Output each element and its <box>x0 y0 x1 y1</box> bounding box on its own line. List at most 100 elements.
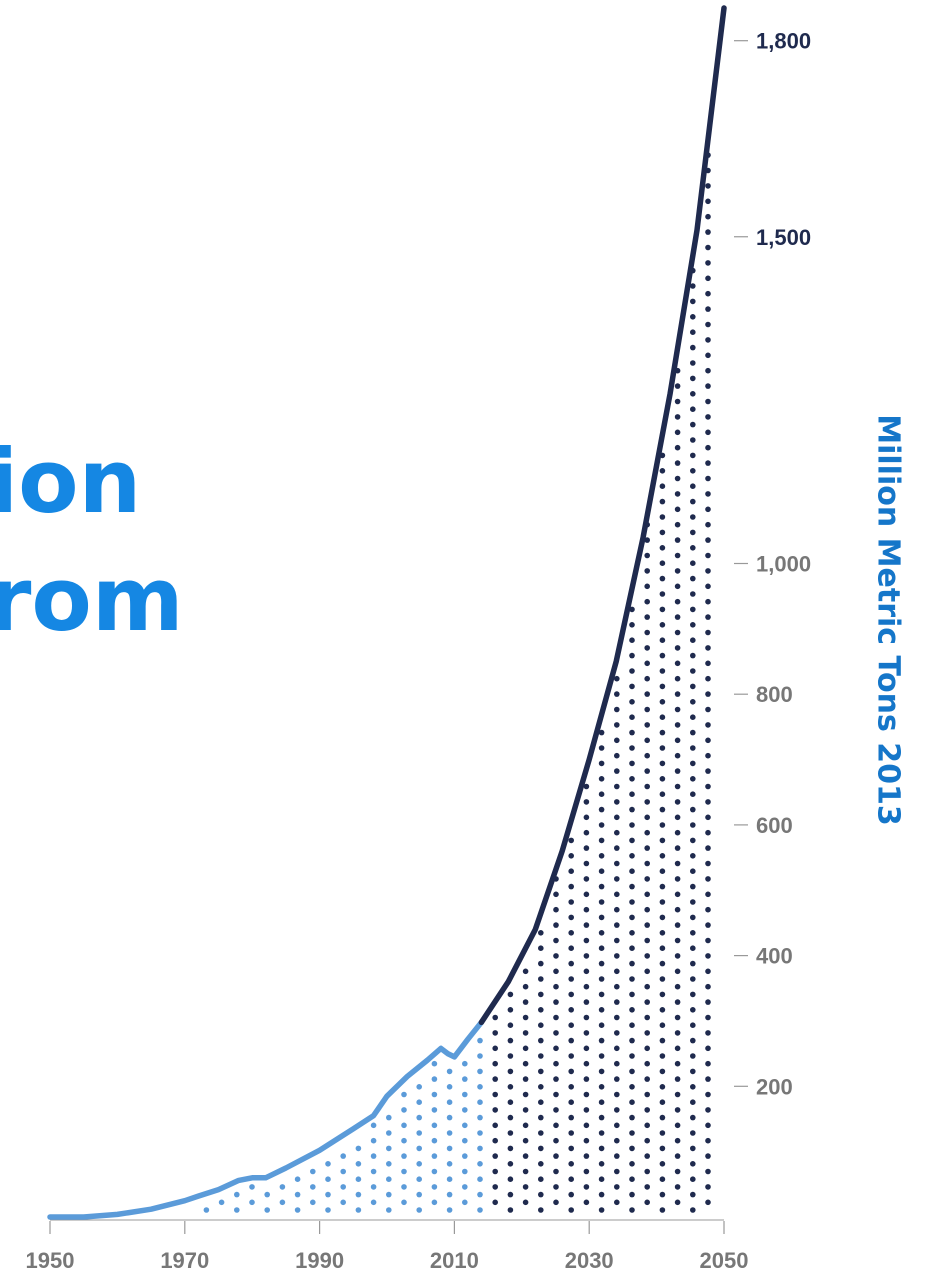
fill-dot <box>674 629 681 636</box>
fill-dot <box>705 429 711 436</box>
fill-dot <box>492 1030 499 1036</box>
fill-dot <box>416 1114 423 1121</box>
fill-dot <box>386 1191 392 1198</box>
fill-dot <box>659 1022 666 1028</box>
fill-dot <box>659 760 666 767</box>
fill-dot <box>583 876 590 882</box>
fill-dot <box>674 1076 681 1082</box>
fill-dot <box>705 244 711 251</box>
fill-dot <box>629 930 635 936</box>
fill-dot <box>568 1068 574 1075</box>
fill-dot <box>614 1153 620 1159</box>
fill-dot <box>659 976 666 982</box>
fill-dot <box>462 1184 468 1190</box>
fill-dot <box>674 906 681 913</box>
fill-dot <box>690 1099 696 1105</box>
fill-dot <box>598 883 605 890</box>
fill-dot <box>477 1176 483 1182</box>
fill-dot <box>234 1207 240 1213</box>
fill-dot <box>705 1060 711 1067</box>
fill-dot <box>690 1068 696 1075</box>
fill-dot <box>690 699 696 705</box>
fill-dot <box>264 1191 271 1198</box>
fill-dot <box>598 837 605 844</box>
fill-dot <box>659 822 666 828</box>
fill-dot <box>553 1091 559 1098</box>
fill-dot <box>690 421 696 428</box>
fill-dot <box>690 976 696 982</box>
fill-dot <box>705 722 711 728</box>
fill-dot <box>705 922 711 928</box>
fill-dot <box>705 1076 711 1082</box>
fill-dot <box>325 1207 331 1213</box>
fill-dot <box>629 899 635 905</box>
fill-dot <box>568 991 574 998</box>
y-tick-label: 1,000 <box>756 552 811 577</box>
fill-dot <box>583 1199 590 1206</box>
fill-dot <box>492 1122 499 1129</box>
fill-dot <box>674 1137 681 1144</box>
fill-dot <box>644 537 650 543</box>
fill-dot <box>568 976 574 982</box>
historical-series-line <box>47 1019 485 1220</box>
fill-dot <box>477 1099 483 1105</box>
fill-dot <box>690 837 696 844</box>
fill-dot <box>477 1191 483 1198</box>
fill-dot <box>629 837 635 844</box>
fill-dot <box>598 976 605 982</box>
fill-dot <box>614 1107 620 1113</box>
fill-dot <box>598 1084 605 1090</box>
fill-dot <box>705 829 711 836</box>
fill-dot <box>401 1091 407 1098</box>
fill-dot <box>386 1176 392 1182</box>
fill-dot <box>553 999 559 1005</box>
fill-dot <box>690 1053 696 1059</box>
fill-dot <box>629 1053 635 1059</box>
fill-dot <box>538 1161 544 1167</box>
fill-dot <box>553 891 559 898</box>
fill-dot <box>598 1207 605 1213</box>
fill-dot <box>705 213 711 220</box>
fill-dot <box>568 883 574 890</box>
fill-dot <box>690 1022 696 1028</box>
fill-dot <box>705 891 711 898</box>
fill-dot <box>674 460 681 466</box>
fill-dot <box>325 1176 331 1182</box>
fill-dot <box>598 1130 605 1136</box>
fill-dot <box>705 1168 711 1175</box>
fill-dot <box>462 1137 468 1144</box>
fill-dot <box>705 1014 711 1021</box>
fill-dot <box>690 344 696 351</box>
y-tick-label: 1,800 <box>756 29 811 54</box>
fill-dot <box>477 1053 483 1059</box>
fill-dot <box>614 1076 620 1082</box>
fill-dot <box>674 414 681 420</box>
fill-dot <box>644 1045 650 1052</box>
fill-dot <box>644 891 650 898</box>
fill-dot <box>598 960 605 967</box>
fill-dot <box>614 1060 620 1067</box>
fill-dot <box>690 1207 696 1213</box>
fill-dot <box>401 1184 407 1190</box>
fill-dot <box>614 845 620 851</box>
fill-dot <box>629 1207 635 1213</box>
fill-dot <box>674 983 681 990</box>
fill-dot <box>431 1137 438 1144</box>
fill-dot <box>644 1153 650 1159</box>
fill-dot <box>690 960 696 967</box>
fill-dot <box>446 1099 453 1105</box>
fill-dot <box>690 452 696 459</box>
fill-dot <box>598 1161 605 1167</box>
fill-dot <box>386 1114 392 1121</box>
fill-dot <box>705 337 711 343</box>
fill-dot <box>690 622 696 628</box>
fill-dot <box>705 260 711 266</box>
fill-dot <box>644 1107 650 1113</box>
fill-dot <box>659 683 666 690</box>
fill-dot <box>674 999 681 1005</box>
fill-dot <box>614 860 620 867</box>
fill-dot <box>553 1076 559 1082</box>
fill-dot <box>659 1053 666 1059</box>
fill-dot <box>279 1184 286 1190</box>
fill-dot <box>598 760 605 767</box>
